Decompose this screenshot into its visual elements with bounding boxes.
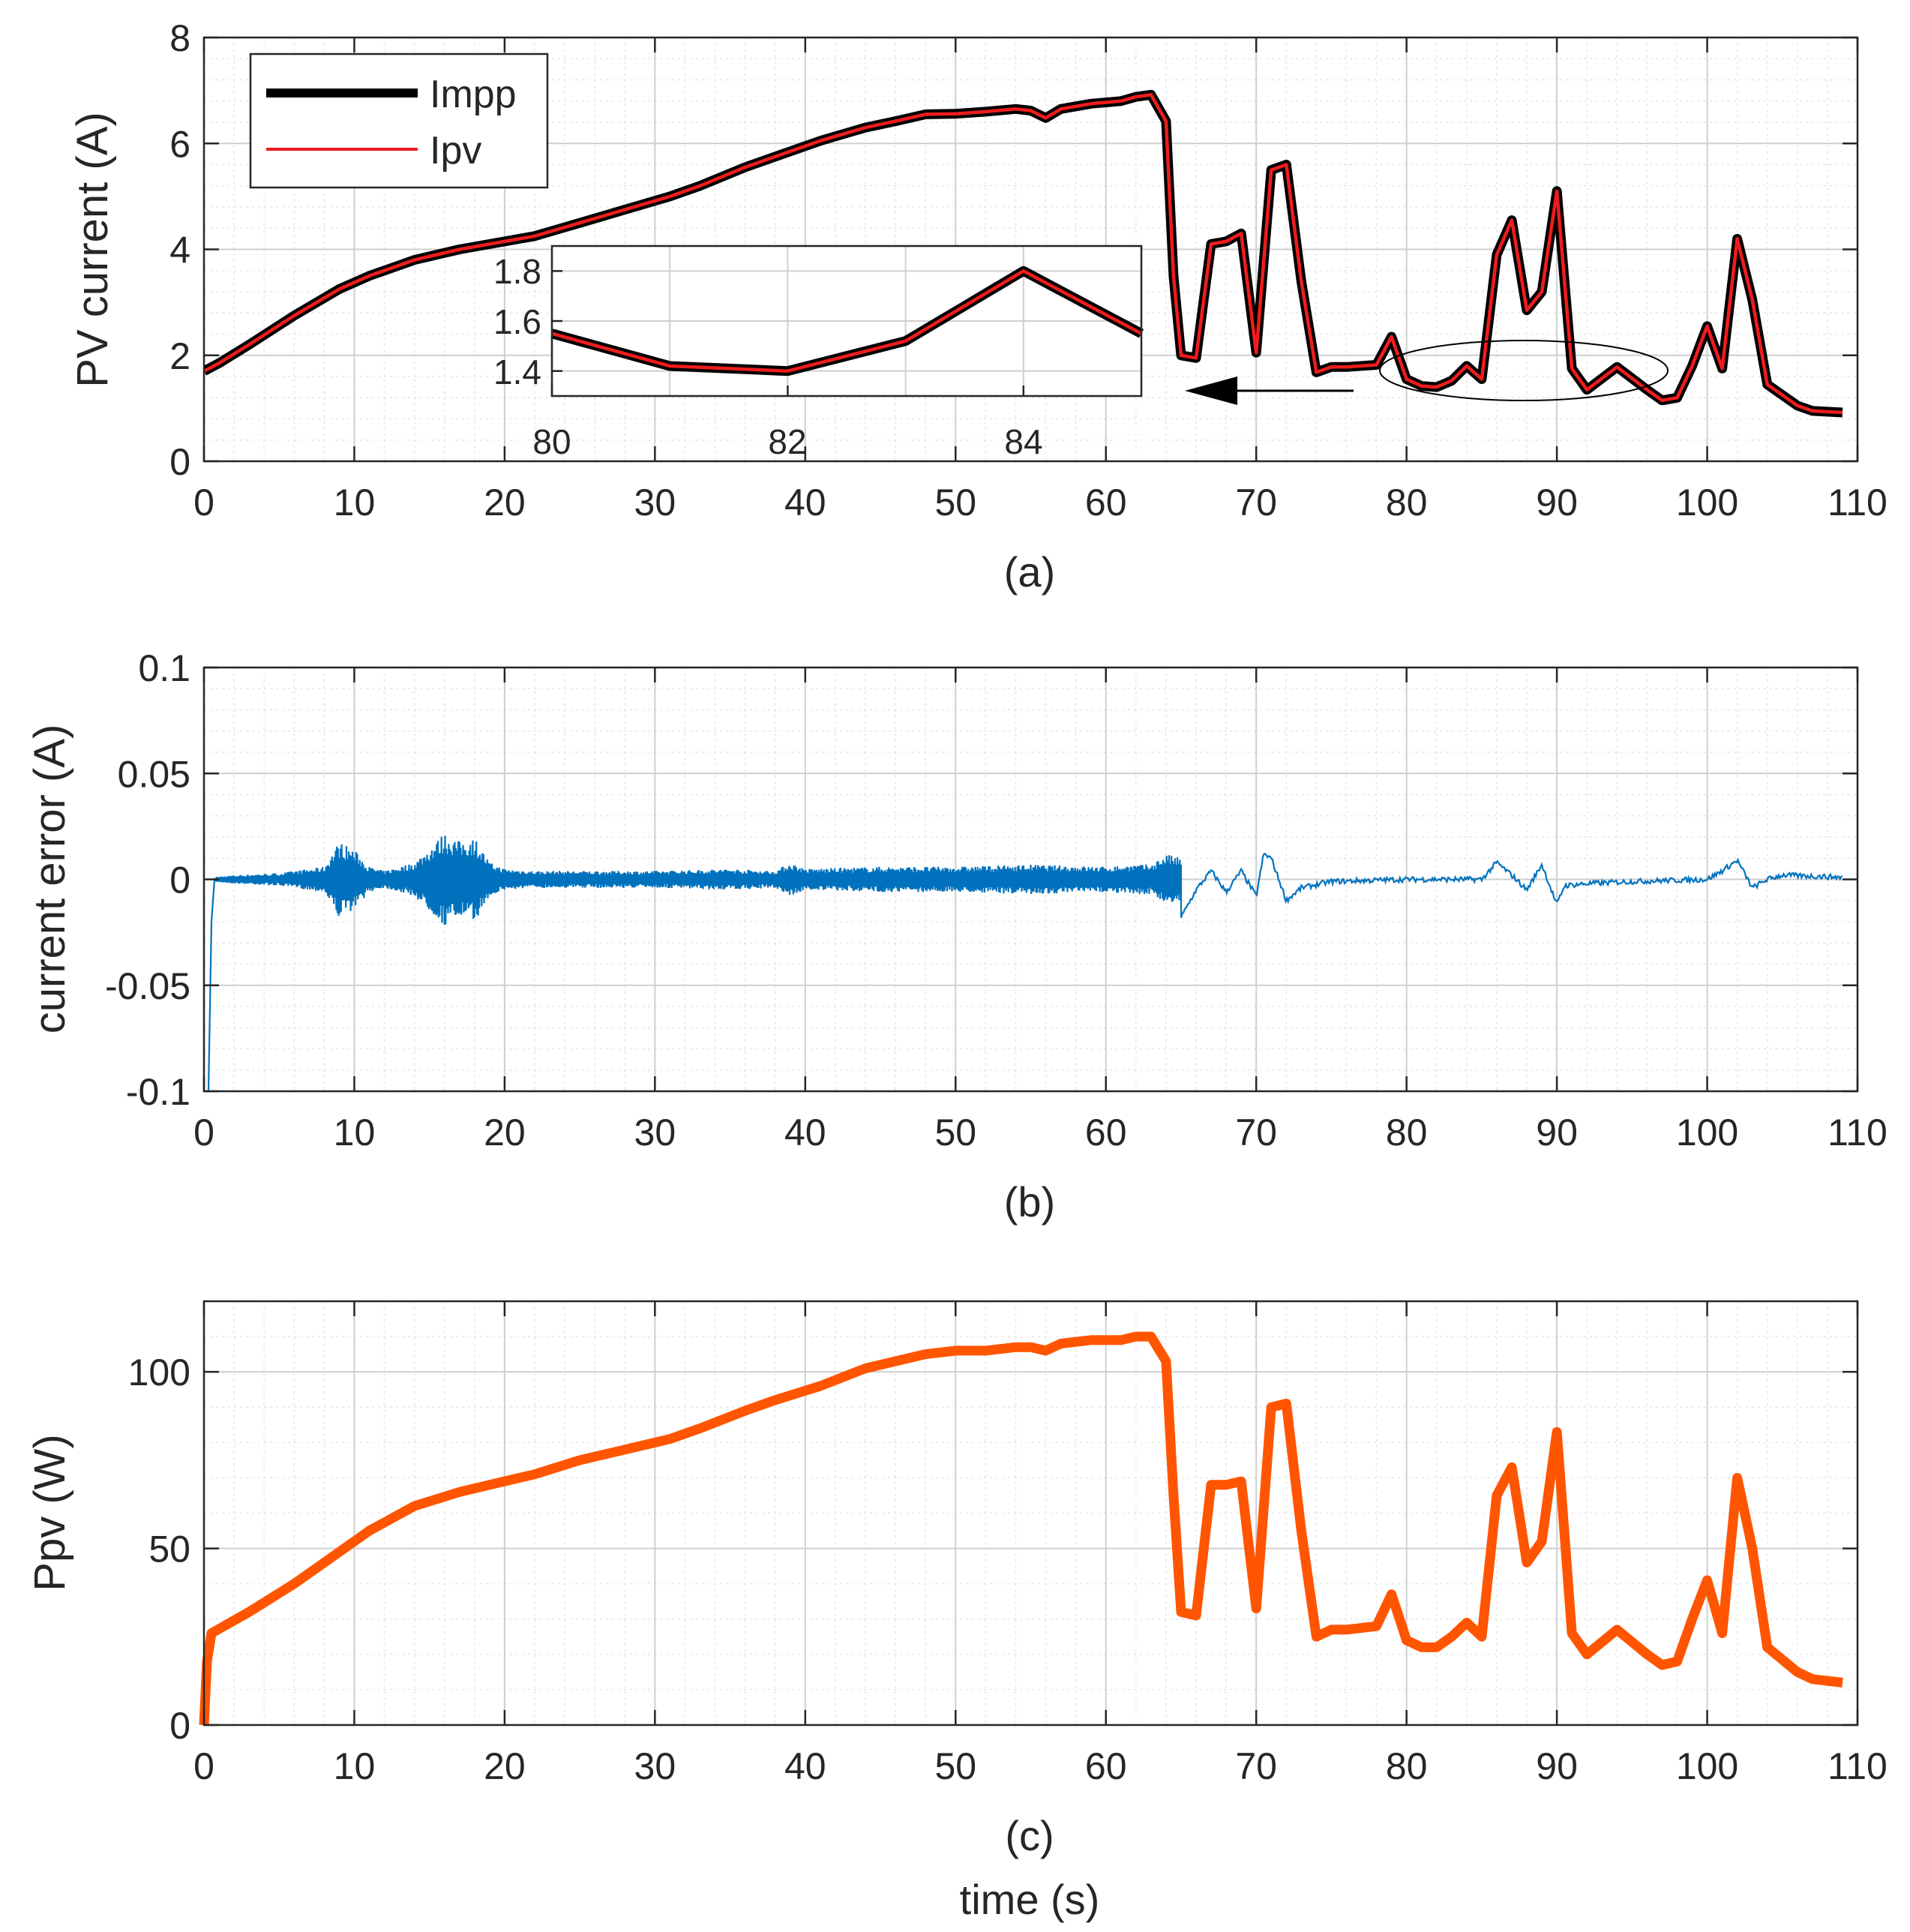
xtick-label: 90: [1536, 1112, 1578, 1154]
inset-ipv-line: [551, 269, 1143, 373]
xtick-label: 90: [1536, 1745, 1578, 1787]
panel-a-ticks: 0 10 20 30 40 50 60 70 80 90 100 110 0 2 4 6 8: [169, 17, 1888, 524]
ytick-label: 6: [169, 123, 190, 165]
xtick-label: 60: [1085, 482, 1127, 524]
panel-a-annotation: [1185, 340, 1669, 405]
inset-xtick-label: 80: [532, 422, 571, 461]
inset-xtick-label: 82: [768, 422, 806, 461]
ytick-label: 50: [148, 1528, 190, 1570]
xtick-label: 10: [334, 482, 376, 524]
inset-ytick-label: 1.8: [493, 252, 541, 291]
xtick-label: 10: [334, 1112, 376, 1154]
panel-a: 1.8 1.6 1.4 80 82 84 0 10 20 30 40 50 60 70 80 90…: [68, 17, 1888, 596]
panel-c-xlabel: time (s): [960, 1876, 1100, 1923]
xtick-label: 20: [484, 482, 526, 524]
xtick-label: 80: [1386, 1112, 1428, 1154]
xtick-label: 50: [934, 482, 976, 524]
ytick-label: -0.1: [126, 1071, 190, 1113]
ytick-label: 2: [169, 335, 190, 377]
series-ppv-line: [199, 1331, 1843, 1726]
xtick-label: 20: [484, 1112, 526, 1154]
ytick-label: 0.05: [118, 753, 190, 795]
legend-label-impp: Impp: [430, 73, 517, 116]
panel-c-caption: (c): [1005, 1812, 1054, 1859]
xtick-label: 100: [1676, 1112, 1738, 1154]
xtick-label: 40: [784, 482, 826, 524]
xtick-label: 30: [634, 1112, 676, 1154]
xtick-label: 40: [784, 1112, 826, 1154]
panel-a-ylabel: PV current (A): [68, 112, 117, 387]
panel-a-caption: (a): [1004, 548, 1055, 596]
panel-b-ticks: 0 10 20 30 40 50 60 70 80 90 100 110 -0.1 -0.05 0 0.05 0…: [105, 647, 1888, 1154]
xtick-label: 50: [934, 1745, 976, 1787]
xtick-label: 60: [1085, 1112, 1127, 1154]
panel-b: 0 10 20 30 40 50 60 70 80 90 100 110 -0.1 -0.05 0 0.05 0…: [25, 647, 1888, 1226]
xtick-label: 0: [193, 1745, 214, 1787]
xtick-label: 110: [1828, 1745, 1888, 1787]
xtick-label: 40: [784, 1745, 826, 1787]
panel-c-ticks: 0 10 20 30 40 50 60 70 80 90 100 110 0 50 100: [128, 1301, 1888, 1787]
ytick-label: 0: [169, 441, 190, 483]
xtick-label: 10: [334, 1745, 376, 1787]
inset-series: [550, 266, 1144, 376]
series-error-line: [204, 836, 1843, 1091]
legend-label-ipv: Ipv: [430, 129, 481, 172]
xtick-label: 0: [193, 482, 214, 524]
legend-box: [249, 52, 549, 189]
xtick-label: 30: [634, 482, 676, 524]
zoom-region-ellipse: [1379, 340, 1669, 401]
xtick-label: 110: [1828, 1112, 1888, 1154]
panel-b-frame: [202, 666, 1859, 1093]
panel-a-frame: [202, 36, 1859, 463]
panel-c-ylabel: Ppv (W): [25, 1434, 74, 1591]
xtick-label: 90: [1536, 482, 1578, 524]
xtick-label: 80: [1386, 1745, 1428, 1787]
xtick-label: 110: [1828, 482, 1888, 524]
series-ipv-line: [204, 93, 1843, 415]
legend: Impp Ipv: [249, 52, 549, 189]
xtick-label: 100: [1676, 1745, 1738, 1787]
inset-ytick-label: 1.4: [493, 352, 541, 392]
panel-a-series: [204, 89, 1843, 418]
xtick-label: 80: [1386, 482, 1428, 524]
panel-b-caption: (b): [1004, 1178, 1055, 1226]
inset-ytick-label: 1.6: [493, 302, 541, 341]
zoom-arrow-head: [1185, 376, 1237, 405]
ytick-label: 8: [169, 17, 190, 59]
ytick-label: 0.1: [138, 647, 190, 689]
xtick-label: 30: [634, 1745, 676, 1787]
ytick-label: 100: [128, 1352, 190, 1394]
xtick-label: 70: [1235, 1745, 1277, 1787]
xtick-label: 70: [1235, 1112, 1277, 1154]
xtick-label: 50: [934, 1112, 976, 1154]
ytick-label: 0: [169, 1705, 190, 1747]
xtick-label: 20: [484, 1745, 526, 1787]
xtick-label: 100: [1676, 482, 1738, 524]
panel-b-ylabel: current error (A): [25, 724, 74, 1034]
inset-xtick-label: 84: [1004, 422, 1042, 461]
ytick-label: -0.05: [105, 965, 190, 1007]
panel-c-frame: [202, 1300, 1859, 1726]
ytick-label: 0: [169, 860, 190, 902]
xtick-label: 70: [1235, 482, 1277, 524]
panel-c-series: [199, 1331, 1843, 1726]
panel-b-series: [204, 836, 1843, 1091]
panel-a-inset: 1.8 1.6 1.4 80 82 84: [493, 244, 1144, 461]
xtick-label: 0: [193, 1112, 214, 1154]
ytick-label: 4: [169, 230, 190, 272]
xtick-label: 60: [1085, 1745, 1127, 1787]
inset-frame: [550, 244, 1143, 398]
